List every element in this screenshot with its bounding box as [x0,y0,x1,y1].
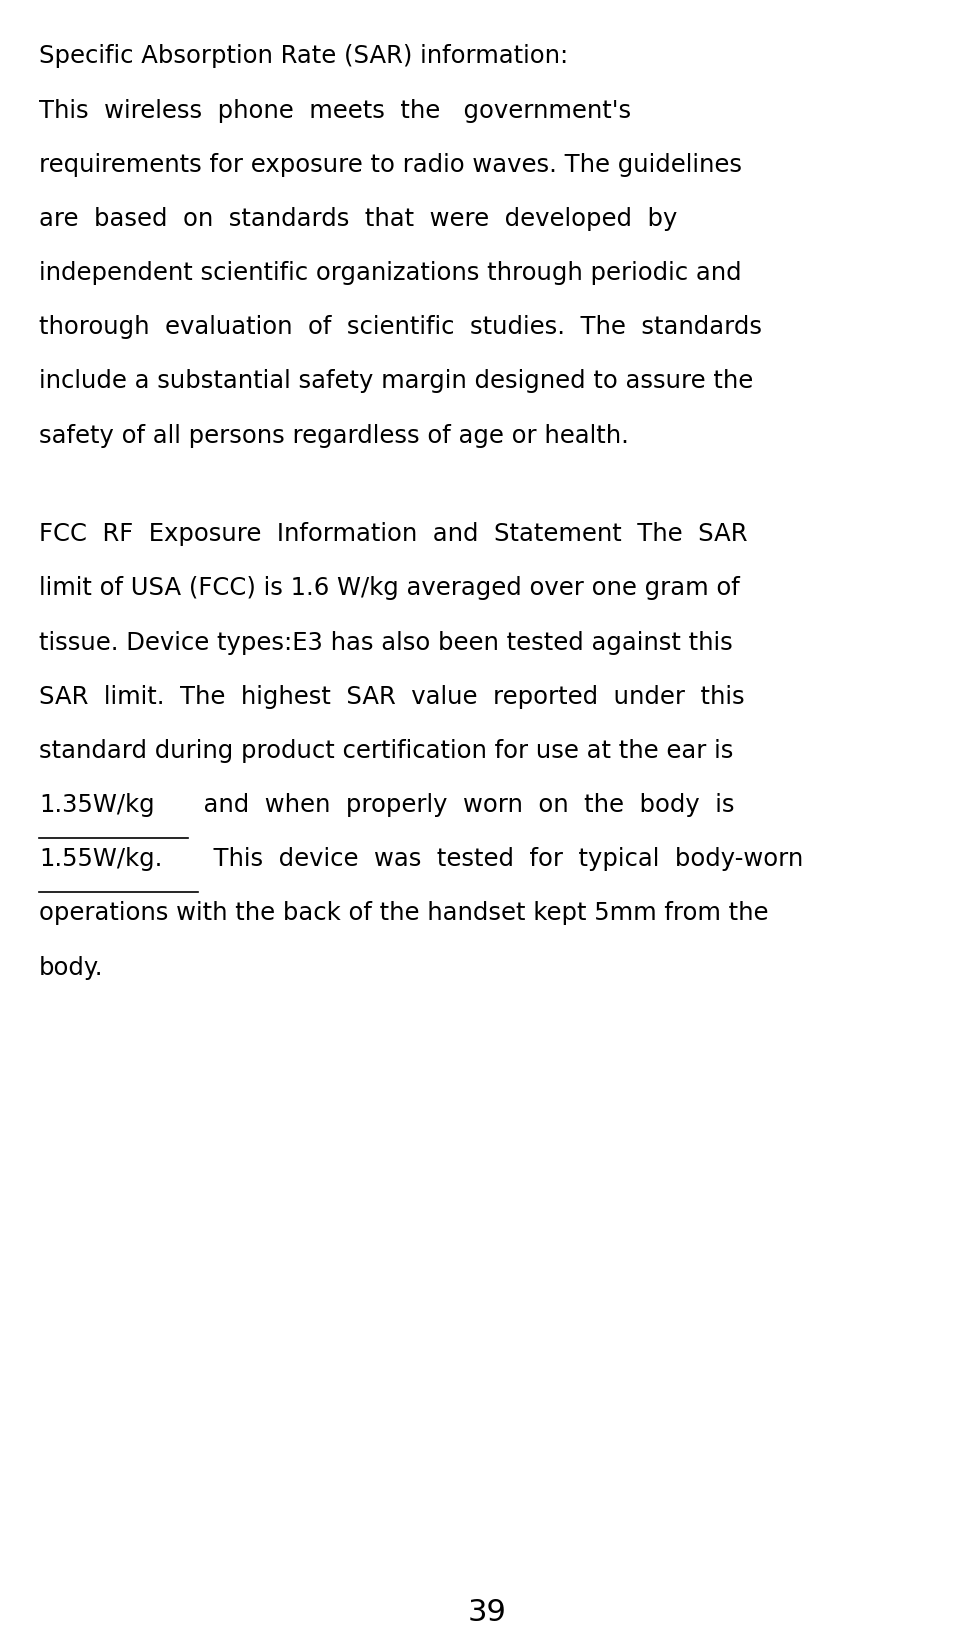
Text: safety of all persons regardless of age or health.: safety of all persons regardless of age … [39,424,629,448]
Text: body.: body. [39,956,104,980]
Text: are  based  on  standards  that  were  developed  by: are based on standards that were develop… [39,207,677,232]
Text: independent scientific organizations through periodic and: independent scientific organizations thr… [39,261,742,286]
Text: thorough  evaluation  of  scientific  studies.  The  standards: thorough evaluation of scientific studie… [39,315,762,340]
Text: requirements for exposure to radio waves. The guidelines: requirements for exposure to radio waves… [39,153,742,177]
Text: 1.55W/kg.: 1.55W/kg. [39,847,162,872]
Text: FCC  RF  Exposure  Information  and  Statement  The  SAR: FCC RF Exposure Information and Statemen… [39,522,747,547]
Text: operations with the back of the handset kept 5mm from the: operations with the back of the handset … [39,901,769,926]
Text: SAR  limit.  The  highest  SAR  value  reported  under  this: SAR limit. The highest SAR value reporte… [39,685,744,709]
Text: tissue. Device types:E3 has also been tested against this: tissue. Device types:E3 has also been te… [39,631,733,655]
Text: limit of USA (FCC) is 1.6 W/kg averaged over one gram of: limit of USA (FCC) is 1.6 W/kg averaged … [39,576,740,601]
Text: 39: 39 [468,1598,507,1627]
Text: and  when  properly  worn  on  the  body  is: and when properly worn on the body is [188,793,735,818]
Text: This  wireless  phone  meets  the   government's: This wireless phone meets the government… [39,99,631,123]
Text: This  device  was  tested  for  typical  body-worn: This device was tested for typical body-… [197,847,803,872]
Text: include a substantial safety margin designed to assure the: include a substantial safety margin desi… [39,369,753,394]
Text: 1.35W/kg: 1.35W/kg [39,793,154,818]
Text: standard during product certification for use at the ear is: standard during product certification fo… [39,739,734,764]
Text: Specific Absorption Rate (SAR) information:: Specific Absorption Rate (SAR) informati… [39,44,569,69]
